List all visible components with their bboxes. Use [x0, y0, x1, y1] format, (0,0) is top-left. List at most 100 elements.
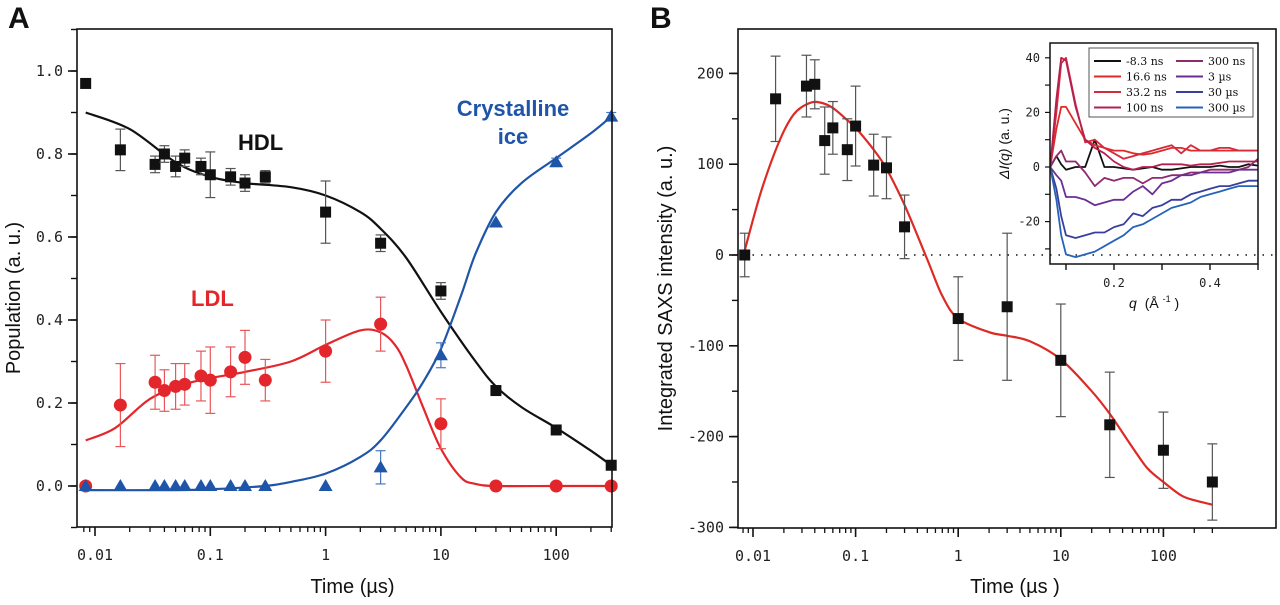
data-point [952, 313, 964, 325]
data-point-hdl [179, 152, 191, 164]
data-point-hdl [225, 171, 237, 183]
data-point [880, 162, 892, 174]
data-point-ldl [224, 365, 238, 379]
data-point-crystalline-ice [549, 155, 564, 168]
y-tick-label: 0.4 [36, 311, 63, 329]
inset-legend: -8.3 ns 16.6 ns 33.2 ns 100 ns 300 ns 3 µs 30 … [1088, 47, 1254, 118]
x-tick-label: 1 [954, 547, 963, 565]
y-tick-label: 0.6 [36, 228, 63, 246]
panel-a-label: A [8, 2, 30, 35]
legend-label: 100 ns [1126, 102, 1164, 115]
inset-line-8-3-ns [1049, 138, 1259, 171]
data-point-ldl [489, 479, 503, 493]
data-point-hdl [80, 77, 92, 89]
y-tick-label: -100 [688, 337, 724, 355]
data-point-crystalline-ice [238, 479, 253, 491]
data-point-crystalline-ice [148, 479, 163, 491]
inset-y-tick-label: 40 [1026, 51, 1040, 65]
panel-b-y-axis-title: Integrated SAXS intensity (a. u.) [655, 146, 677, 432]
data-point [899, 221, 911, 233]
legend-item-3-us: 3 µs [1176, 71, 1232, 84]
x-tick-label: 100 [1150, 547, 1177, 565]
data-point [1104, 419, 1116, 431]
x-tick-label: 0.1 [197, 546, 224, 564]
y-tick-label: 200 [697, 64, 724, 82]
inset-ticks: -20 0 20 40 0.2 0.4 [1018, 51, 1259, 290]
series-crystalline-ice [78, 109, 619, 492]
fit-line [743, 100, 1213, 506]
inset-line-300-us [1049, 166, 1258, 258]
data-point-crystalline-ice [193, 479, 208, 491]
data-point-ldl [157, 384, 171, 398]
inset-x-axis-exponent: -1 [1163, 294, 1171, 304]
data-point [770, 93, 782, 105]
legend-item-8-3-ns: -8.3 ns [1094, 55, 1164, 68]
x-tick-label: 10 [1052, 547, 1070, 565]
data-point-crystalline-ice [373, 460, 388, 473]
data-point-ldl [434, 417, 448, 431]
data-point-crystalline-ice [223, 479, 238, 491]
series-hdl [80, 77, 617, 471]
inset-frame [1049, 42, 1259, 265]
y-tick-label: 100 [697, 155, 724, 173]
data-point-crystalline-ice [177, 479, 192, 491]
data-point-hdl [239, 177, 251, 189]
inset-series [1049, 56, 1259, 258]
data-point-hdl [195, 160, 207, 172]
data-point-hdl [259, 171, 271, 183]
data-point-hdl [204, 169, 216, 181]
legend-label: 3 µs [1208, 71, 1232, 84]
inset-x-axis-title: q (Å -1 ) [1129, 289, 1179, 311]
inset-line-30-us [1049, 166, 1258, 239]
data-point-hdl [550, 424, 562, 436]
data-point-crystalline-ice [157, 479, 172, 491]
legend-label: 33.2 ns [1126, 86, 1167, 99]
data-point-ldl [258, 373, 272, 387]
data-point-hdl [114, 144, 126, 156]
y-tick-label: -300 [688, 518, 724, 536]
data-point [868, 159, 880, 171]
data-point-crystalline-ice [258, 479, 273, 491]
inset-y-tick-label: 20 [1026, 105, 1040, 119]
inset-x-axis-unit: (Å [1145, 295, 1160, 311]
data-point-crystalline-ice [433, 348, 448, 361]
data-point-hdl [149, 158, 161, 170]
inset-y-axis-symbol: ΔI(q) [996, 149, 1012, 180]
series-label-ldl: LDL [191, 286, 234, 311]
series-saxs-points [739, 54, 1218, 521]
legend-label: 30 µs [1208, 86, 1239, 99]
y-tick-label: 0.8 [36, 145, 63, 163]
inset-chart: -20 0 20 40 0.2 0.4 -8.3 ns 16.6 ns 33.2 ns 100 … [996, 42, 1259, 311]
data-point-hdl [375, 237, 387, 249]
legend-label: 16.6 ns [1126, 71, 1167, 84]
inset-x-tick-label: 0.2 [1103, 276, 1125, 290]
data-point-ldl [113, 398, 127, 412]
legend-item-30-us: 30 µs [1176, 86, 1239, 99]
data-point [809, 78, 821, 90]
y-tick-label: 0.0 [36, 477, 63, 495]
y-tick-label: 0 [715, 246, 724, 264]
fit-line-crystalline-ice [85, 115, 612, 492]
legend-item-300-ns: 300 ns [1176, 55, 1246, 68]
inset-line-16-6-ns [1049, 106, 1258, 168]
data-point [819, 135, 831, 147]
inset-y-tick-label: -20 [1018, 215, 1040, 229]
data-point-crystalline-ice [318, 479, 333, 491]
x-tick-label: 0.1 [842, 547, 869, 565]
x-tick-label: 0.01 [735, 547, 771, 565]
inset-x-axis-close: ) [1174, 295, 1179, 311]
data-point-crystalline-ice [113, 479, 128, 491]
data-point-ldl [203, 373, 217, 387]
data-point-ldl [319, 344, 333, 358]
inset-line-300-ns [1049, 149, 1259, 187]
inset-y-axis-unit: (a. u.) [996, 108, 1012, 145]
data-point [739, 249, 751, 261]
legend-item-100-ns: 100 ns [1094, 102, 1164, 115]
data-point [850, 120, 862, 132]
legend-item-300-us: 300 µs [1176, 102, 1246, 115]
data-point [1206, 476, 1218, 488]
series-label-hdl: HDL [238, 130, 283, 155]
legend-label: 300 ns [1208, 55, 1246, 68]
